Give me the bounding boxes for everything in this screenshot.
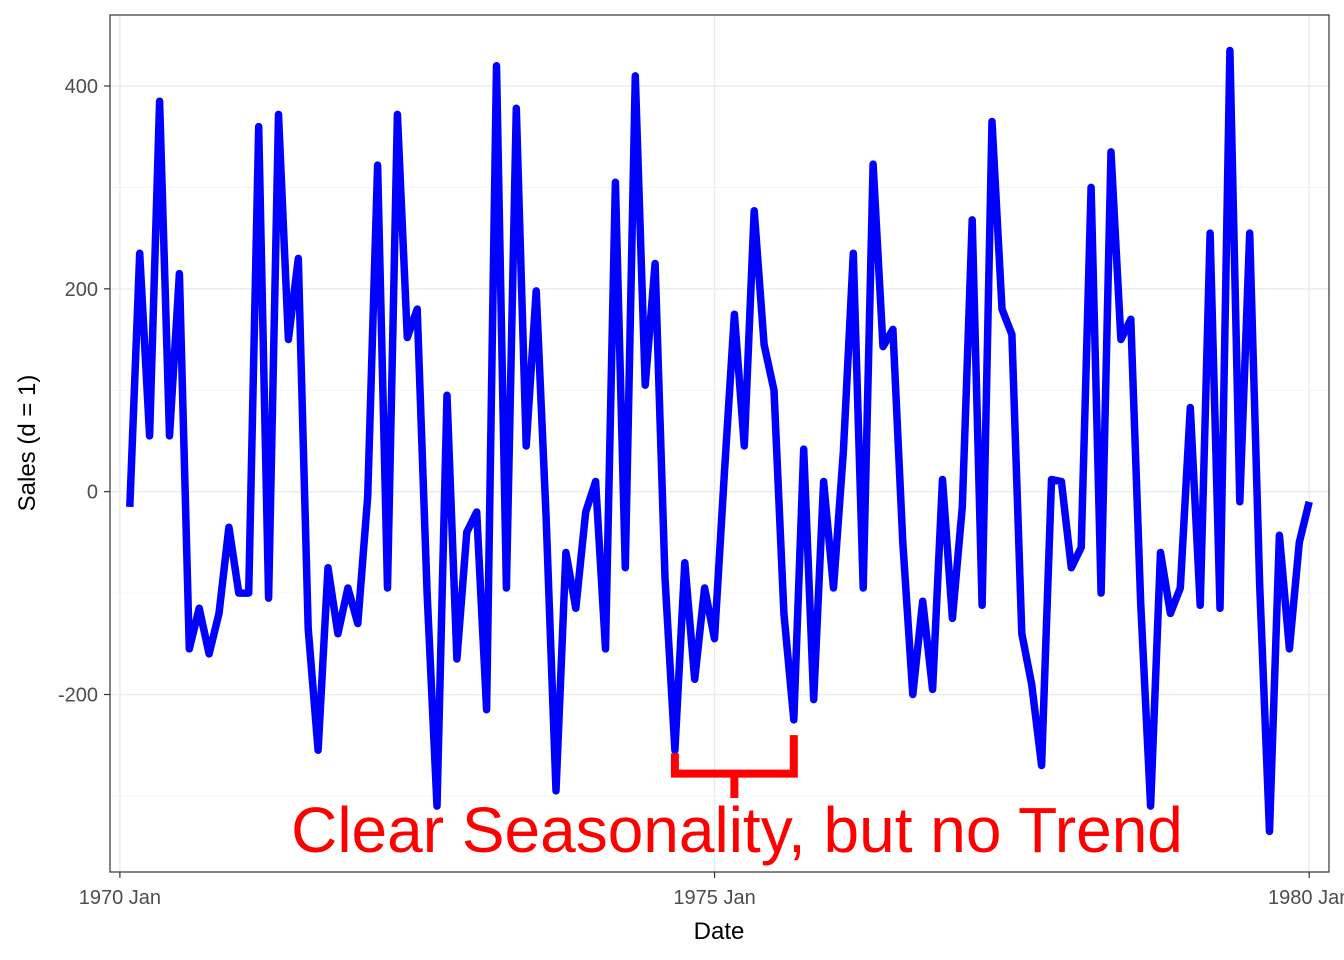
- sales-series-line: [126, 46, 1313, 836]
- y-tick-label: -200: [58, 685, 98, 707]
- grid-major: [110, 15, 1329, 872]
- annotation-text: Clear Seasonality, but no Trend: [291, 794, 1183, 866]
- y-axis: -200 0 200 400: [58, 76, 110, 707]
- x-tick-label: 1970 Jan: [79, 887, 161, 909]
- x-axis: 1970 Jan 1975 Jan 1980 Jan: [79, 872, 1344, 909]
- x-tick-label: 1975 Jan: [673, 887, 755, 909]
- y-axis-title: Sales (d = 1): [14, 375, 41, 512]
- x-axis-title: Date: [694, 918, 745, 945]
- plot-panel-border: [109, 14, 1330, 873]
- x-tick-label: 1980 Jan: [1268, 887, 1344, 909]
- y-tick-label: 0: [87, 482, 98, 504]
- seasonal-period-bracket: [670, 735, 798, 798]
- y-tick-label: 200: [65, 279, 98, 301]
- y-tick-label: 400: [65, 76, 98, 98]
